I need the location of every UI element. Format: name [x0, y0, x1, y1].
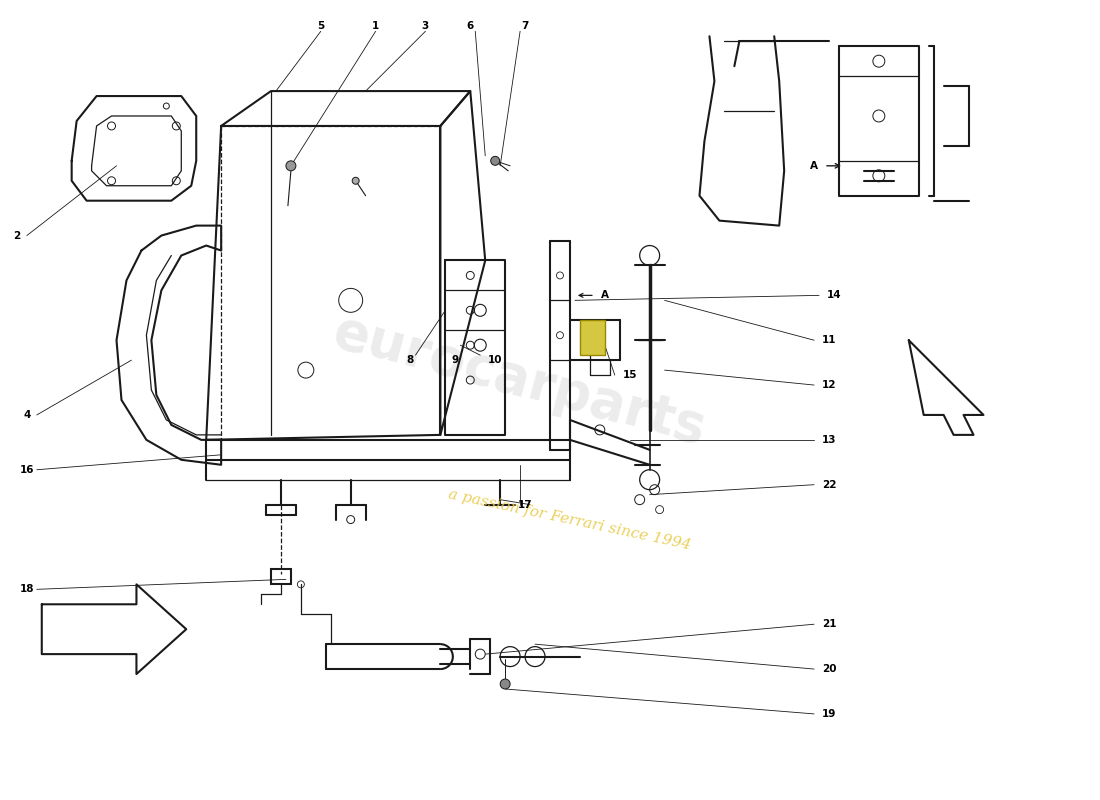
Text: eurocarparts: eurocarparts — [328, 306, 712, 455]
Text: 22: 22 — [822, 480, 836, 490]
Text: 2: 2 — [13, 230, 21, 241]
Text: 6: 6 — [466, 22, 474, 31]
Text: 21: 21 — [822, 619, 836, 630]
Text: 7: 7 — [521, 22, 529, 31]
Text: A: A — [601, 290, 608, 300]
Text: 3: 3 — [421, 22, 429, 31]
Text: 10: 10 — [488, 355, 503, 365]
Text: 15: 15 — [623, 370, 637, 380]
Text: 4: 4 — [23, 410, 31, 420]
Text: A: A — [810, 161, 818, 171]
Circle shape — [352, 178, 360, 184]
Text: 9: 9 — [452, 355, 459, 365]
Text: 17: 17 — [518, 500, 532, 510]
Circle shape — [500, 679, 510, 689]
Circle shape — [286, 161, 296, 170]
Text: 16: 16 — [20, 465, 34, 474]
Text: 20: 20 — [822, 664, 836, 674]
Text: 14: 14 — [827, 290, 842, 300]
FancyBboxPatch shape — [580, 320, 605, 355]
Text: 5: 5 — [317, 22, 324, 31]
Text: 12: 12 — [822, 380, 836, 390]
Circle shape — [491, 156, 499, 166]
Text: 13: 13 — [822, 435, 836, 445]
Text: 18: 18 — [20, 584, 34, 594]
Text: 11: 11 — [822, 335, 836, 346]
Text: 8: 8 — [407, 355, 414, 365]
Text: 19: 19 — [822, 709, 836, 719]
Text: a passion for Ferrari since 1994: a passion for Ferrari since 1994 — [448, 487, 693, 552]
Text: 1: 1 — [372, 22, 379, 31]
